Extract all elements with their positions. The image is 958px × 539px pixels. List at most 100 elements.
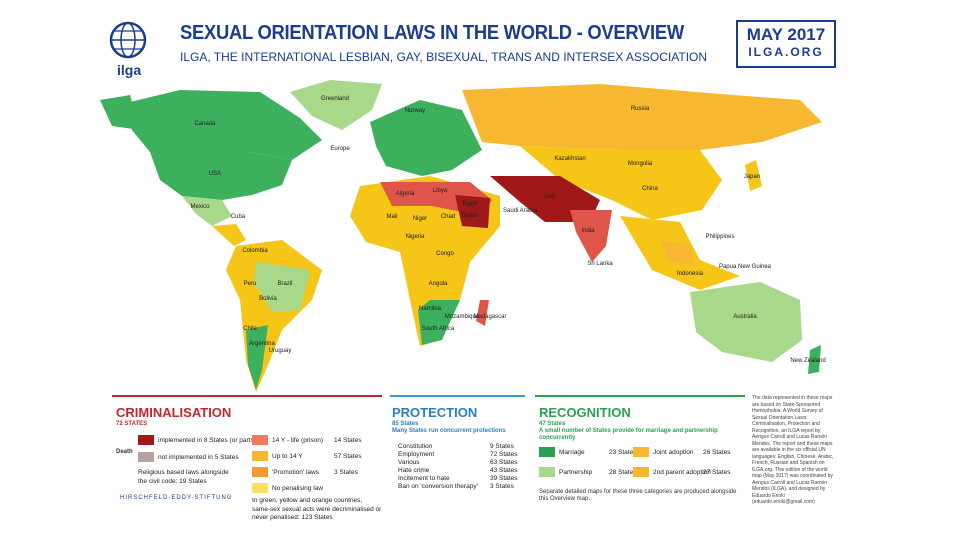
- country-label: Saudi Arabia: [503, 208, 538, 214]
- legend-swatch: [252, 483, 268, 493]
- death-label: Death: [116, 449, 133, 455]
- count: 85 States: [392, 421, 419, 427]
- country-label: Europe: [330, 146, 350, 152]
- religious-note: Religious based laws alongside the civil…: [138, 469, 229, 485]
- heading: RECOGNITION: [539, 405, 631, 420]
- criminalisation-panel: CRIMINALISATION 72 STATES Death implemen…: [112, 395, 382, 532]
- protection-label: Hate crime: [398, 467, 430, 474]
- country-label: Nigeria: [405, 234, 425, 240]
- country-label: Papua New Guinea: [719, 264, 772, 270]
- legend-label: Marriage: [559, 449, 585, 456]
- country-label: Norway: [405, 108, 425, 114]
- legend-count: 23 States: [609, 449, 637, 456]
- legend-count: 14 States: [334, 437, 362, 444]
- country-label: Russia: [631, 106, 650, 112]
- country-label: China: [642, 186, 658, 192]
- legend-label: Partnership: [559, 469, 593, 476]
- protection-label: Various: [398, 459, 420, 466]
- protection-count: 39 States: [490, 475, 518, 482]
- legend-swatch: [252, 435, 268, 445]
- country-label: Colombia: [242, 248, 268, 254]
- country-label: Sri Lanka: [587, 261, 613, 267]
- date: MAY 2017: [746, 25, 826, 44]
- legend-count: 3 States: [334, 469, 358, 476]
- legend-label: 2nd parent adoption: [653, 469, 711, 476]
- country-label: New Zealand: [790, 358, 825, 364]
- country-label: Sudan: [461, 213, 478, 219]
- note: A small number of States provide for mar…: [539, 428, 718, 441]
- protection-count: 9 States: [490, 443, 514, 450]
- country-label: Libya: [433, 188, 448, 194]
- legend-count: 28 States: [609, 469, 637, 476]
- country-label: Bolivia: [259, 296, 277, 302]
- country-label: Peru: [244, 281, 257, 287]
- title: SEXUAL ORIENTATION LAWS IN THE WORLD - O…: [180, 22, 684, 44]
- country-label: Kazakhstan: [554, 156, 585, 162]
- country-label: Chad: [441, 214, 455, 220]
- country-label: Egypt: [462, 201, 478, 207]
- country-label: Chile: [243, 326, 257, 332]
- country-label: Cuba: [231, 214, 246, 220]
- country-label: Congo: [436, 251, 454, 257]
- legend-swatch: [539, 447, 555, 457]
- legend-count: 57 States: [334, 453, 362, 460]
- country-label: Indonesia: [677, 271, 704, 277]
- protection-count: 43 States: [490, 467, 518, 474]
- legend-count: 26 States: [703, 449, 731, 456]
- legend-label: Up to 14 Y: [272, 453, 303, 460]
- country-label: Brazil: [277, 281, 292, 287]
- legend-swatch: [633, 447, 649, 457]
- country-label: Mozambique: [445, 314, 480, 320]
- legend-swatch: [633, 467, 649, 477]
- footnote: Separate detailed maps for these three c…: [539, 489, 737, 502]
- legend-swatch: [539, 467, 555, 477]
- logo-text: ilga: [117, 62, 142, 78]
- country-label: Japan: [744, 174, 760, 180]
- country-label: Namibia: [419, 306, 442, 312]
- protection-panel: PROTECTION 85 States Many States run con…: [390, 395, 525, 532]
- decriminalised-note: In green, yellow and orange countries, s…: [252, 497, 382, 521]
- note: Many States run concurrent protections: [392, 428, 506, 434]
- subtitle: ILGA, THE INTERNATIONAL LESBIAN, GAY, BI…: [180, 50, 708, 64]
- country-label: Mali: [386, 214, 397, 220]
- country-label: Philippines: [705, 234, 734, 240]
- legend-label: 'Promotion' laws: [272, 469, 319, 476]
- legend-label: No penalising law: [272, 485, 323, 492]
- recognition-panel: RECOGNITION 47 States A small number of …: [535, 395, 745, 532]
- protection-label: Constitution: [398, 443, 433, 450]
- landmasses: [100, 80, 822, 392]
- country-label: Iran: [545, 194, 555, 200]
- country-label: Mongolia: [628, 161, 653, 167]
- country-label: Angola: [429, 281, 448, 287]
- country-label: Madagascar: [473, 314, 506, 320]
- protection-count: 3 States: [490, 483, 514, 490]
- legend-item: implemented in 8 States (or parts of): [158, 437, 264, 444]
- country-label: Australia: [733, 314, 757, 320]
- protection-count: 72 States: [490, 451, 518, 458]
- count: 72 STATES: [116, 421, 148, 427]
- country-label: Niger: [413, 216, 427, 222]
- count: 47 States: [539, 421, 566, 427]
- country-label: India: [581, 228, 595, 234]
- protection-label: Ban on 'conversion therapy': [398, 483, 478, 490]
- country-label: Argentina: [249, 341, 275, 347]
- legend-count: 27 States: [703, 469, 731, 476]
- country-label: South Africa: [422, 326, 455, 332]
- protection-label: Employment: [398, 451, 435, 458]
- heading: PROTECTION: [392, 405, 478, 420]
- legend-label: 14 Y - life (prison): [272, 437, 324, 444]
- legend-swatch: [252, 467, 268, 477]
- source-note: The data represented in these maps are b…: [752, 395, 834, 505]
- site: ILGA.ORG: [748, 45, 824, 59]
- hes-logo: HIRSCHFELD-EDDY-STIFTUNG: [120, 495, 233, 501]
- country-label: Uruguay: [269, 348, 292, 354]
- country-label: USA: [209, 171, 221, 177]
- legend-label: Joint adoption: [653, 449, 694, 456]
- legend-item: not implemented in 5 States: [158, 454, 239, 461]
- country-label: Greenland: [321, 96, 349, 102]
- country-label: Mexico: [190, 204, 210, 210]
- country-labels: Greenland Canada USA Mexico Cuba Colombia Peru…: [190, 96, 825, 364]
- protection-label: Incitement to hate: [398, 475, 450, 482]
